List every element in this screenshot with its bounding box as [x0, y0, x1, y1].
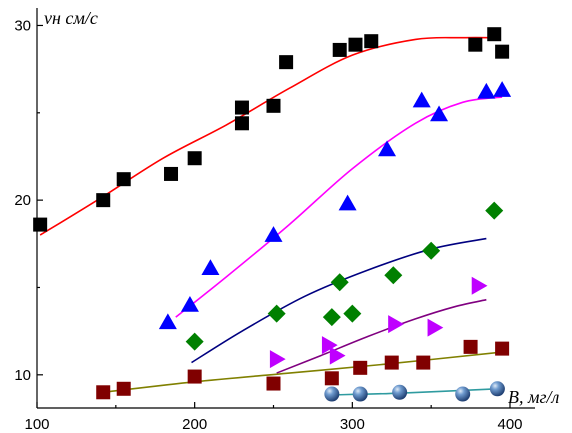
data-point-series-4	[321, 336, 338, 355]
data-point-series-2	[493, 81, 512, 97]
data-point-series-5	[353, 360, 368, 375]
x-tick-label: 100	[24, 416, 49, 433]
data-point-series-6	[324, 386, 340, 402]
data-point-series-1	[234, 116, 249, 131]
data-point-series-1	[364, 34, 379, 49]
data-point-series-3	[185, 332, 204, 351]
data-point-series-5	[463, 339, 478, 354]
data-point-series-5	[495, 341, 510, 356]
data-point-series-3	[267, 304, 286, 323]
data-point-series-5	[187, 369, 202, 384]
data-point-series-5	[266, 376, 281, 391]
data-point-series-6	[392, 384, 408, 400]
data-point-series-1	[96, 193, 111, 208]
data-point-series-1	[266, 98, 281, 113]
data-point-series-1	[487, 27, 502, 42]
data-point-series-6	[455, 386, 471, 402]
data-point-series-1	[332, 42, 347, 57]
y-tick-label: 10	[14, 367, 31, 384]
fit-line-3	[191, 237, 487, 364]
data-point-series-2	[412, 91, 431, 108]
data-point-series-5	[96, 385, 111, 400]
x-axis-label: B, мг/л	[508, 387, 560, 407]
data-point-series-1	[33, 217, 48, 232]
data-point-series-6	[352, 386, 368, 402]
x-tick-label: 400	[497, 416, 522, 433]
data-point-series-2	[158, 313, 177, 330]
fit-line-5	[103, 351, 503, 394]
fit-line-1	[39, 36, 495, 236]
data-point-series-2	[378, 140, 397, 157]
data-point-series-4	[329, 346, 346, 365]
data-point-series-2	[264, 226, 283, 242]
fit-line-4	[276, 298, 487, 374]
y-tick-label: 30	[14, 17, 31, 34]
data-point-series-2	[477, 82, 496, 99]
data-point-series-1	[116, 172, 131, 187]
data-point-series-4	[427, 318, 444, 337]
data-point-series-5	[116, 381, 131, 396]
data-point-series-6	[489, 381, 505, 397]
data-point-series-1	[164, 166, 179, 181]
data-point-series-3	[322, 308, 341, 327]
data-point-series-1	[468, 37, 483, 52]
data-point-series-5	[384, 355, 399, 370]
data-point-series-3	[384, 266, 403, 285]
data-point-series-5	[324, 371, 339, 386]
axes: 100 200 300 400 10 20 30	[14, 8, 535, 433]
x-tick-label: 300	[340, 416, 365, 433]
data-point-series-2	[430, 105, 449, 122]
data-point-series-1	[187, 151, 202, 166]
data-point-series-3	[422, 241, 441, 260]
data-points	[33, 27, 512, 402]
data-point-series-3	[343, 304, 362, 323]
data-point-series-2	[180, 295, 199, 312]
data-point-series-4	[269, 350, 286, 369]
data-point-series-1	[348, 37, 363, 52]
data-point-series-4	[388, 315, 404, 334]
data-point-series-4	[471, 276, 488, 295]
data-point-series-2	[338, 194, 357, 211]
data-point-series-5	[416, 355, 431, 370]
x-tick-label: 200	[182, 416, 207, 433]
data-point-series-1	[279, 55, 294, 70]
data-point-series-1	[495, 44, 510, 59]
y-axis-label: vн см/с	[44, 8, 98, 28]
data-point-series-1	[234, 100, 249, 115]
fit-line-2	[175, 96, 503, 318]
data-point-series-2	[201, 259, 220, 276]
data-point-series-3	[485, 201, 504, 220]
y-tick-label: 20	[14, 192, 31, 209]
data-point-series-3	[330, 273, 349, 292]
fit-lines	[39, 36, 503, 396]
